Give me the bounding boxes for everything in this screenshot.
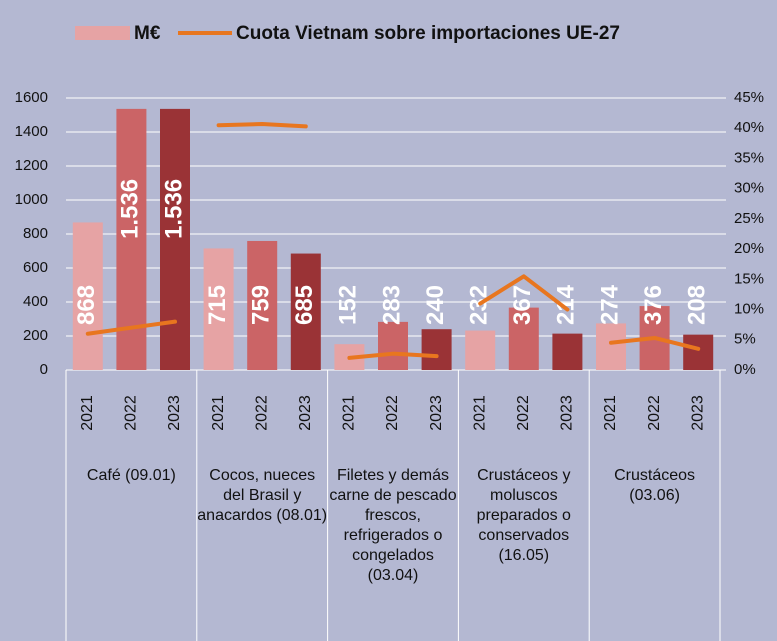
x-tick-label: 2021 [79, 395, 96, 431]
group-label: Café (09.01) [86, 467, 176, 484]
legend-label: Cuota Vietnam sobre importaciones UE-27 [236, 23, 620, 44]
y-tick-label: 1000 [15, 191, 48, 208]
y2-tick-label: 45% [734, 89, 764, 106]
legend-swatch [75, 26, 130, 40]
data-label: 685 [291, 285, 318, 325]
y-tick-label: 600 [23, 259, 48, 276]
x-tick-label: 2021 [210, 395, 227, 431]
group-label-box: Crustáceos y moluscos preparados o conse… [476, 467, 571, 564]
data-label: 214 [553, 284, 580, 325]
x-tick-label: 2021 [471, 395, 488, 431]
group-label: Crustáceos (03.06) [614, 467, 696, 504]
x-tick-label: 2023 [559, 395, 576, 431]
data-label: 152 [335, 285, 362, 325]
bar [247, 240, 278, 370]
group-label-box: Café (09.01) [86, 467, 176, 484]
y-tick-label: 200 [23, 327, 48, 344]
data-label: 715 [204, 285, 231, 325]
x-tick-label: 2022 [515, 395, 532, 431]
x-tick-label: 2023 [428, 395, 445, 431]
bar [465, 330, 496, 370]
y-tick-label: 0 [40, 361, 48, 378]
group-label-box: Crustáceos (03.06) [614, 467, 696, 504]
data-label: 274 [596, 284, 623, 325]
bar [72, 222, 103, 370]
x-tick-label: 2022 [646, 395, 663, 431]
bar [508, 307, 539, 370]
x-tick-label: 2022 [253, 395, 270, 431]
data-label: 240 [422, 285, 449, 325]
x-tick-label: 2022 [123, 395, 140, 431]
y2-tick-label: 40% [734, 119, 764, 136]
y2-tick-label: 15% [734, 270, 764, 287]
y-tick-label: 1400 [15, 123, 48, 140]
data-label: 208 [684, 285, 711, 325]
bar [378, 321, 408, 370]
x-tick-label: 2022 [384, 395, 401, 431]
data-label: 1.536 [160, 179, 187, 239]
line [216, 121, 308, 129]
y2-tick-label: 35% [734, 149, 764, 166]
line [478, 274, 570, 312]
bar [683, 334, 714, 370]
bar [421, 329, 452, 370]
data-label: 367 [509, 285, 536, 325]
bar [552, 333, 583, 370]
y2-tick-label: 30% [734, 180, 764, 197]
data-label: 759 [248, 285, 275, 325]
y2-tick-label: 20% [734, 240, 764, 257]
bar [290, 253, 321, 370]
y-tick-label: 1200 [15, 157, 48, 174]
x-tick-label: 2021 [341, 395, 358, 431]
line [609, 335, 701, 351]
y-tick-label: 800 [23, 225, 48, 242]
line [347, 351, 439, 360]
group-label: Crustáceos y moluscos preparados o conse… [476, 467, 571, 564]
data-label: 283 [378, 285, 405, 325]
y-tick-label: 400 [23, 293, 48, 310]
data-label: 1.536 [117, 179, 144, 239]
group-label: Filetes y demás carne de pescado frescos… [329, 467, 457, 584]
group-label-box: Cocos, nueces del Brasil y anacardos (08… [197, 467, 328, 524]
group-label: Cocos, nueces del Brasil y anacardos (08… [197, 467, 328, 524]
bar [160, 108, 190, 370]
bar [203, 248, 234, 370]
data-label: 376 [640, 285, 667, 325]
y2-tick-label: 25% [734, 210, 764, 227]
y2-tick-label: 5% [734, 331, 756, 348]
legend-label: M€ [134, 23, 161, 44]
x-tick-label: 2021 [602, 395, 619, 431]
bar [596, 323, 626, 370]
x-tick-label: 2023 [297, 395, 314, 431]
group-label-box: Filetes y demás carne de pescado frescos… [329, 467, 457, 584]
y-tick-label: 1600 [15, 89, 48, 106]
y2-tick-label: 0% [734, 361, 756, 378]
line [85, 319, 177, 336]
x-tick-label: 2023 [689, 395, 706, 431]
x-tick-label: 2023 [166, 395, 183, 431]
data-label: 868 [73, 285, 100, 325]
y2-tick-label: 10% [734, 301, 764, 318]
